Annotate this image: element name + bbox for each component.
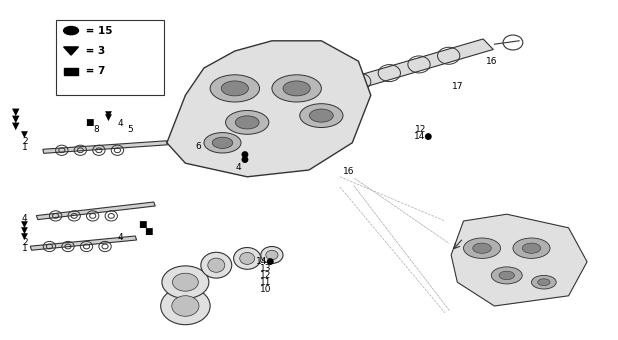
Ellipse shape — [266, 250, 278, 260]
Text: ■: ■ — [138, 220, 146, 229]
Circle shape — [473, 243, 491, 253]
Text: 12: 12 — [415, 125, 426, 134]
Circle shape — [300, 104, 343, 128]
Circle shape — [283, 81, 310, 96]
Text: = 3: = 3 — [82, 46, 106, 56]
Text: 5: 5 — [127, 125, 133, 134]
Circle shape — [531, 275, 556, 289]
Polygon shape — [451, 214, 587, 306]
Text: 4: 4 — [22, 214, 28, 223]
Text: 13: 13 — [260, 264, 271, 273]
Text: 1: 1 — [22, 244, 28, 253]
Text: ▼: ▼ — [21, 130, 28, 139]
Text: 14●: 14● — [256, 257, 276, 266]
Circle shape — [513, 238, 550, 258]
Circle shape — [213, 137, 232, 149]
Ellipse shape — [240, 252, 255, 265]
FancyBboxPatch shape — [56, 20, 164, 95]
Circle shape — [464, 238, 501, 258]
Text: 4: 4 — [117, 119, 124, 128]
Ellipse shape — [261, 246, 283, 264]
Circle shape — [221, 81, 248, 96]
Ellipse shape — [172, 273, 198, 291]
Ellipse shape — [172, 296, 199, 316]
Text: ▼: ▼ — [21, 232, 28, 241]
Text: 11: 11 — [260, 278, 271, 287]
Text: ▼: ▼ — [21, 226, 28, 235]
Text: 1: 1 — [22, 143, 28, 152]
Text: 8: 8 — [93, 125, 99, 134]
Ellipse shape — [234, 248, 261, 269]
Text: 16: 16 — [344, 167, 355, 176]
Circle shape — [226, 110, 269, 134]
Text: 14●: 14● — [413, 132, 433, 140]
Text: ■: ■ — [144, 227, 153, 236]
Circle shape — [64, 27, 78, 35]
Circle shape — [204, 133, 241, 153]
Text: 12: 12 — [260, 271, 271, 280]
Circle shape — [210, 75, 260, 102]
Ellipse shape — [208, 258, 225, 272]
Ellipse shape — [161, 287, 210, 325]
Circle shape — [310, 109, 333, 122]
Text: ▼: ▼ — [104, 113, 112, 122]
Text: = 7: = 7 — [82, 66, 106, 76]
Text: 2: 2 — [22, 137, 28, 146]
Text: 10: 10 — [260, 285, 271, 293]
Text: 17: 17 — [452, 82, 463, 91]
Text: ▼: ▼ — [12, 114, 19, 124]
Circle shape — [272, 75, 321, 102]
Text: ▼: ▼ — [21, 220, 28, 229]
Text: ■: ■ — [85, 118, 94, 127]
Ellipse shape — [162, 266, 209, 299]
Polygon shape — [30, 236, 137, 250]
Circle shape — [538, 279, 550, 286]
Text: 6: 6 — [195, 142, 201, 151]
Polygon shape — [36, 202, 155, 220]
Text: ●: ● — [240, 155, 248, 164]
Text: ●: ● — [240, 150, 248, 159]
Text: = 15: = 15 — [82, 26, 112, 36]
Text: ▼: ▼ — [104, 109, 112, 118]
Polygon shape — [286, 39, 493, 107]
Text: 16: 16 — [486, 57, 497, 66]
Circle shape — [491, 267, 522, 284]
Circle shape — [235, 116, 259, 129]
Circle shape — [522, 243, 541, 253]
Text: ▼: ▼ — [12, 121, 19, 131]
Circle shape — [499, 271, 514, 279]
Polygon shape — [43, 141, 167, 153]
Polygon shape — [64, 47, 78, 55]
Polygon shape — [167, 41, 371, 177]
Text: 4: 4 — [117, 233, 124, 242]
Text: ▼: ▼ — [12, 107, 19, 117]
Ellipse shape — [201, 252, 232, 278]
FancyBboxPatch shape — [64, 68, 78, 75]
Text: 2: 2 — [22, 238, 28, 247]
Text: 4: 4 — [235, 163, 241, 172]
